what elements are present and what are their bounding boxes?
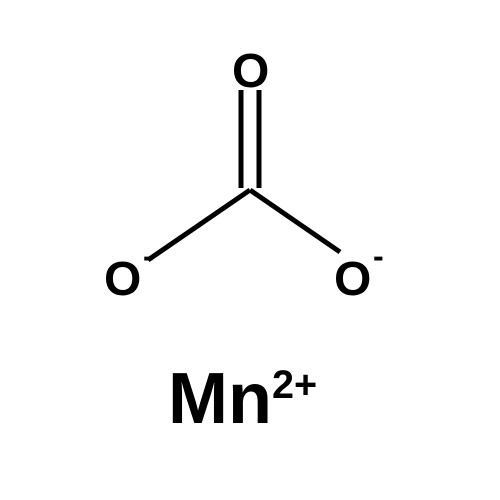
oxygen-top-atom: O xyxy=(232,44,269,99)
oxygen-left-atom: O xyxy=(104,252,141,307)
cation-charge: 2+ xyxy=(272,363,317,407)
single-bond-left xyxy=(148,190,250,260)
oxygen-left-charge: - xyxy=(143,238,154,275)
cation-element: Mn xyxy=(168,359,272,439)
single-bond-right xyxy=(250,190,340,252)
oxygen-right-charge: - xyxy=(373,238,384,275)
manganese-cation: Mn2+ xyxy=(168,358,317,440)
oxygen-right-atom: O xyxy=(334,252,371,307)
chemical-structure-diagram: O O - O - Mn2+ xyxy=(0,0,500,500)
